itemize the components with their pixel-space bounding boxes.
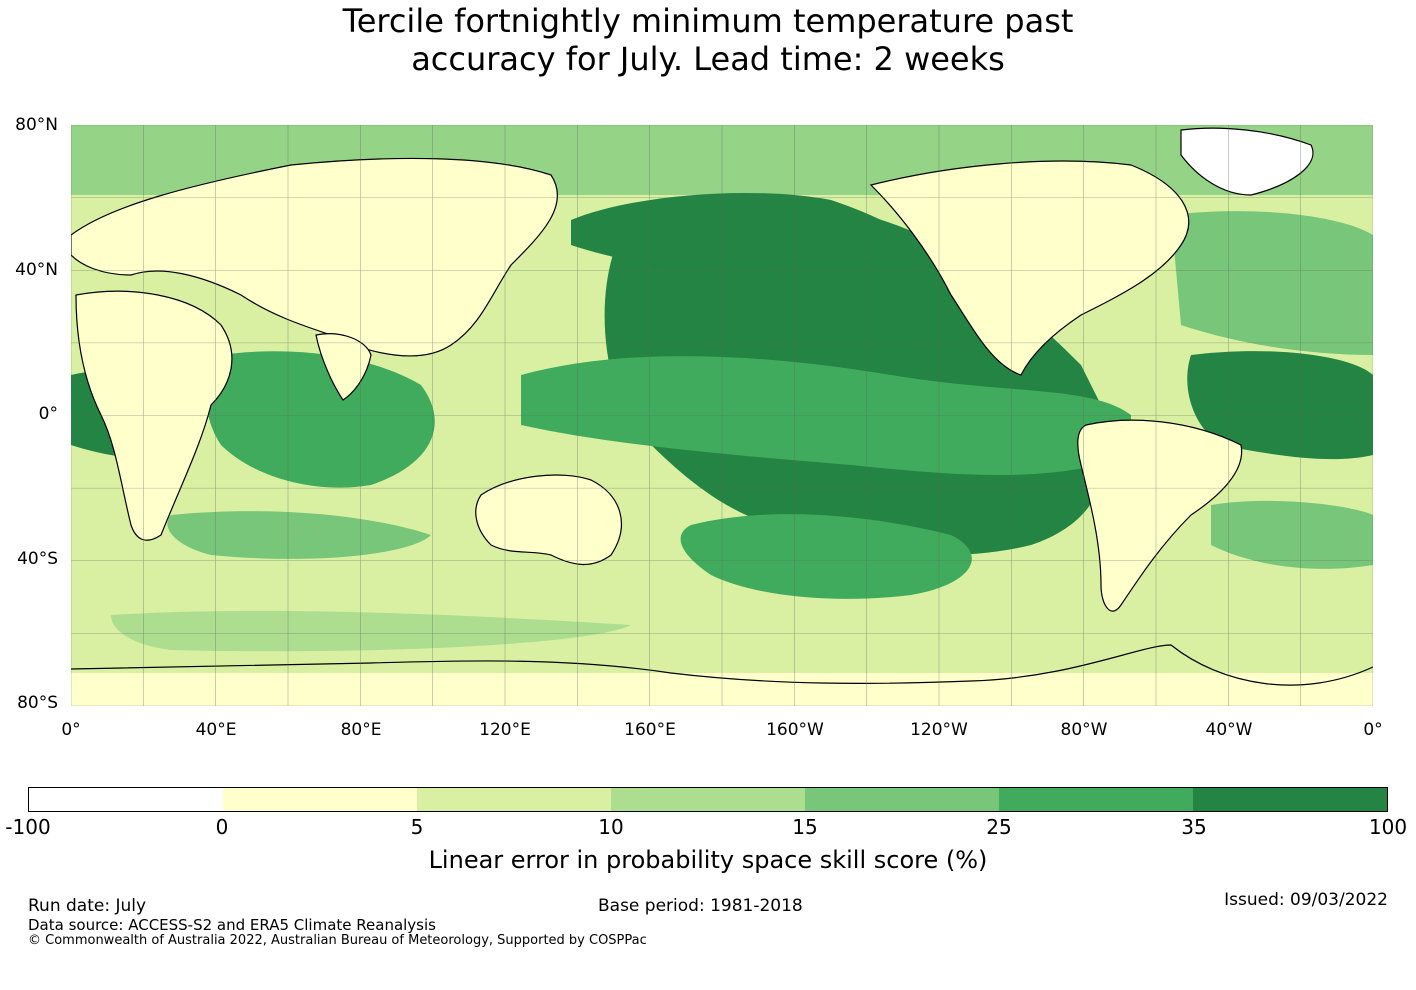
lat-label-40n: 40°N bbox=[0, 261, 58, 279]
lat-label-0: 0° bbox=[0, 405, 58, 423]
lon-label-0-left: 0° bbox=[21, 720, 121, 740]
colorbar bbox=[28, 787, 1388, 812]
skill-score-map bbox=[71, 125, 1373, 706]
map-canvas bbox=[71, 125, 1373, 706]
run-date: Run date: July bbox=[28, 896, 146, 916]
base-period: Base period: 1981-2018 bbox=[598, 896, 803, 916]
lon-label-80e: 80°E bbox=[311, 720, 411, 740]
colorbar-tick: 0 bbox=[182, 815, 262, 839]
title-line-2: accuracy for July. Lead time: 2 weeks bbox=[0, 40, 1416, 78]
colorbar-segment bbox=[1193, 788, 1387, 811]
title-line-1: Tercile fortnightly minimum temperature … bbox=[0, 2, 1416, 40]
colorbar-tick: 35 bbox=[1154, 815, 1234, 839]
colorbar-segment bbox=[611, 788, 805, 811]
colorbar-tick: 100 bbox=[1348, 815, 1416, 839]
colorbar-segment bbox=[223, 788, 417, 811]
lon-label-160e: 160°E bbox=[600, 720, 700, 740]
colorbar-tick: 5 bbox=[377, 815, 457, 839]
lon-label-40w: 40°W bbox=[1179, 720, 1279, 740]
colorbar-segment bbox=[29, 788, 223, 811]
lat-label-40s: 40°S bbox=[0, 550, 58, 568]
colorbar-segment bbox=[999, 788, 1193, 811]
lat-label-80n: 80°N bbox=[0, 116, 58, 134]
lat-label-80s: 80°S bbox=[0, 694, 58, 712]
colorbar-tick: -100 bbox=[0, 815, 68, 839]
colorbar-segment bbox=[805, 788, 999, 811]
data-source: Data source: ACCESS-S2 and ERA5 Climate … bbox=[28, 917, 436, 934]
colorbar-tick: 10 bbox=[571, 815, 651, 839]
copyright: © Commonwealth of Australia 2022, Austra… bbox=[28, 933, 647, 948]
colorbar-tick: 25 bbox=[959, 815, 1039, 839]
lon-label-80w: 80°W bbox=[1034, 720, 1134, 740]
lon-label-120w: 120°W bbox=[889, 720, 989, 740]
lon-label-160w: 160°W bbox=[745, 720, 845, 740]
colorbar-label: Linear error in probability space skill … bbox=[0, 845, 1416, 875]
lon-label-120e: 120°E bbox=[455, 720, 555, 740]
colorbar-tick: 15 bbox=[765, 815, 845, 839]
lon-label-40e: 40°E bbox=[166, 720, 266, 740]
map-title: Tercile fortnightly minimum temperature … bbox=[0, 2, 1416, 78]
issued-date: Issued: 09/03/2022 bbox=[1100, 890, 1388, 910]
colorbar-segment bbox=[417, 788, 611, 811]
lon-label-0-right: 0° bbox=[1323, 720, 1416, 740]
